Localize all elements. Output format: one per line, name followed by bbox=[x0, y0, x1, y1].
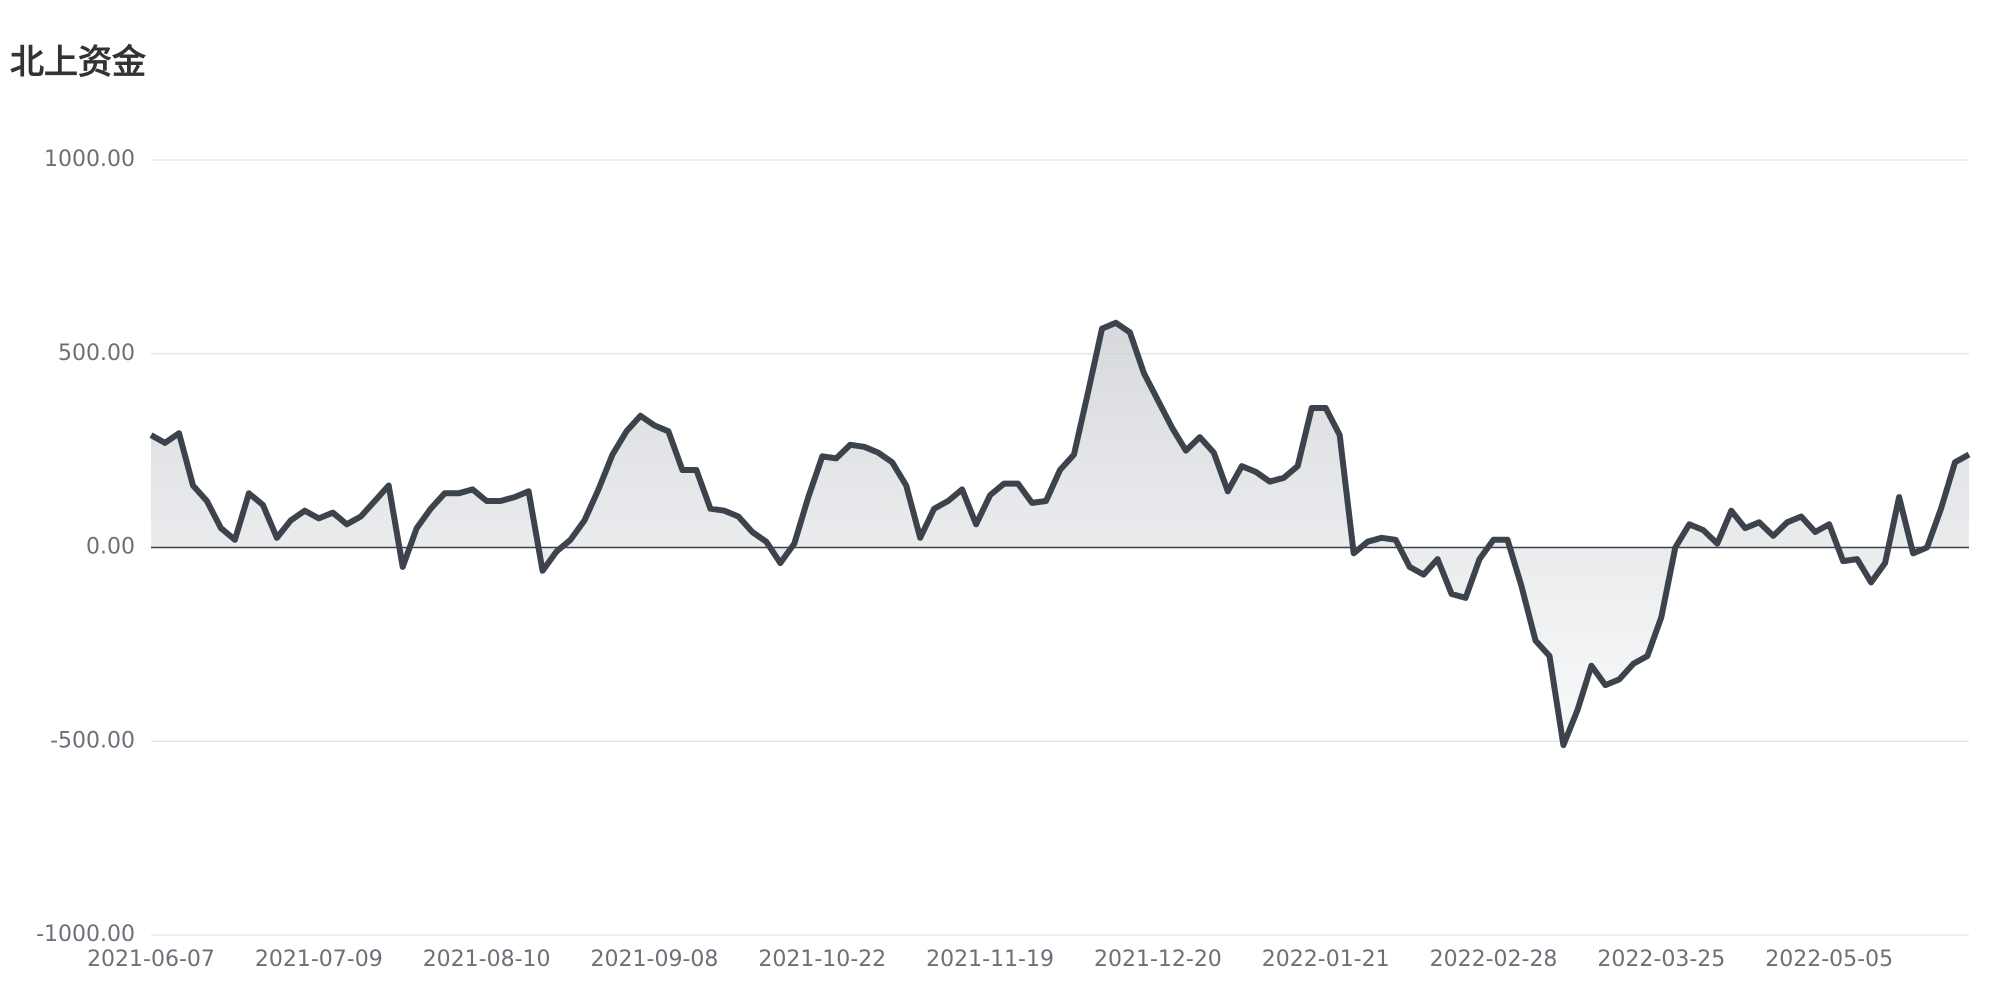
x-tick-label: 2021-06-07 bbox=[87, 947, 215, 972]
x-tick-label: 2021-07-09 bbox=[255, 947, 383, 972]
line bbox=[149, 319, 1971, 749]
x-tick-label: 2021-11-19 bbox=[926, 947, 1054, 972]
y-tick-label: 500.00 bbox=[58, 341, 135, 366]
x-tick-label: 2021-10-22 bbox=[758, 947, 886, 972]
x-tick-label: 2022-02-28 bbox=[1430, 947, 1558, 972]
x-tick-label: 2022-03-25 bbox=[1597, 947, 1725, 972]
x-tick-label: 2022-01-21 bbox=[1262, 947, 1390, 972]
y-tick-label: 1000.00 bbox=[44, 147, 135, 172]
y-tick-label: -500.00 bbox=[50, 728, 135, 753]
x-tick-label: 2021-09-08 bbox=[591, 947, 719, 972]
y-tick-label: 0.00 bbox=[86, 535, 135, 560]
x-tick-label: 2021-08-10 bbox=[423, 947, 551, 972]
x-tick-label: 2021-12-20 bbox=[1094, 947, 1222, 972]
chart-title: 北上资金 bbox=[10, 43, 147, 83]
area bbox=[151, 322, 1969, 746]
y-tick-label: -1000.00 bbox=[36, 922, 135, 947]
x-tick-label: 2022-05-05 bbox=[1765, 947, 1893, 972]
